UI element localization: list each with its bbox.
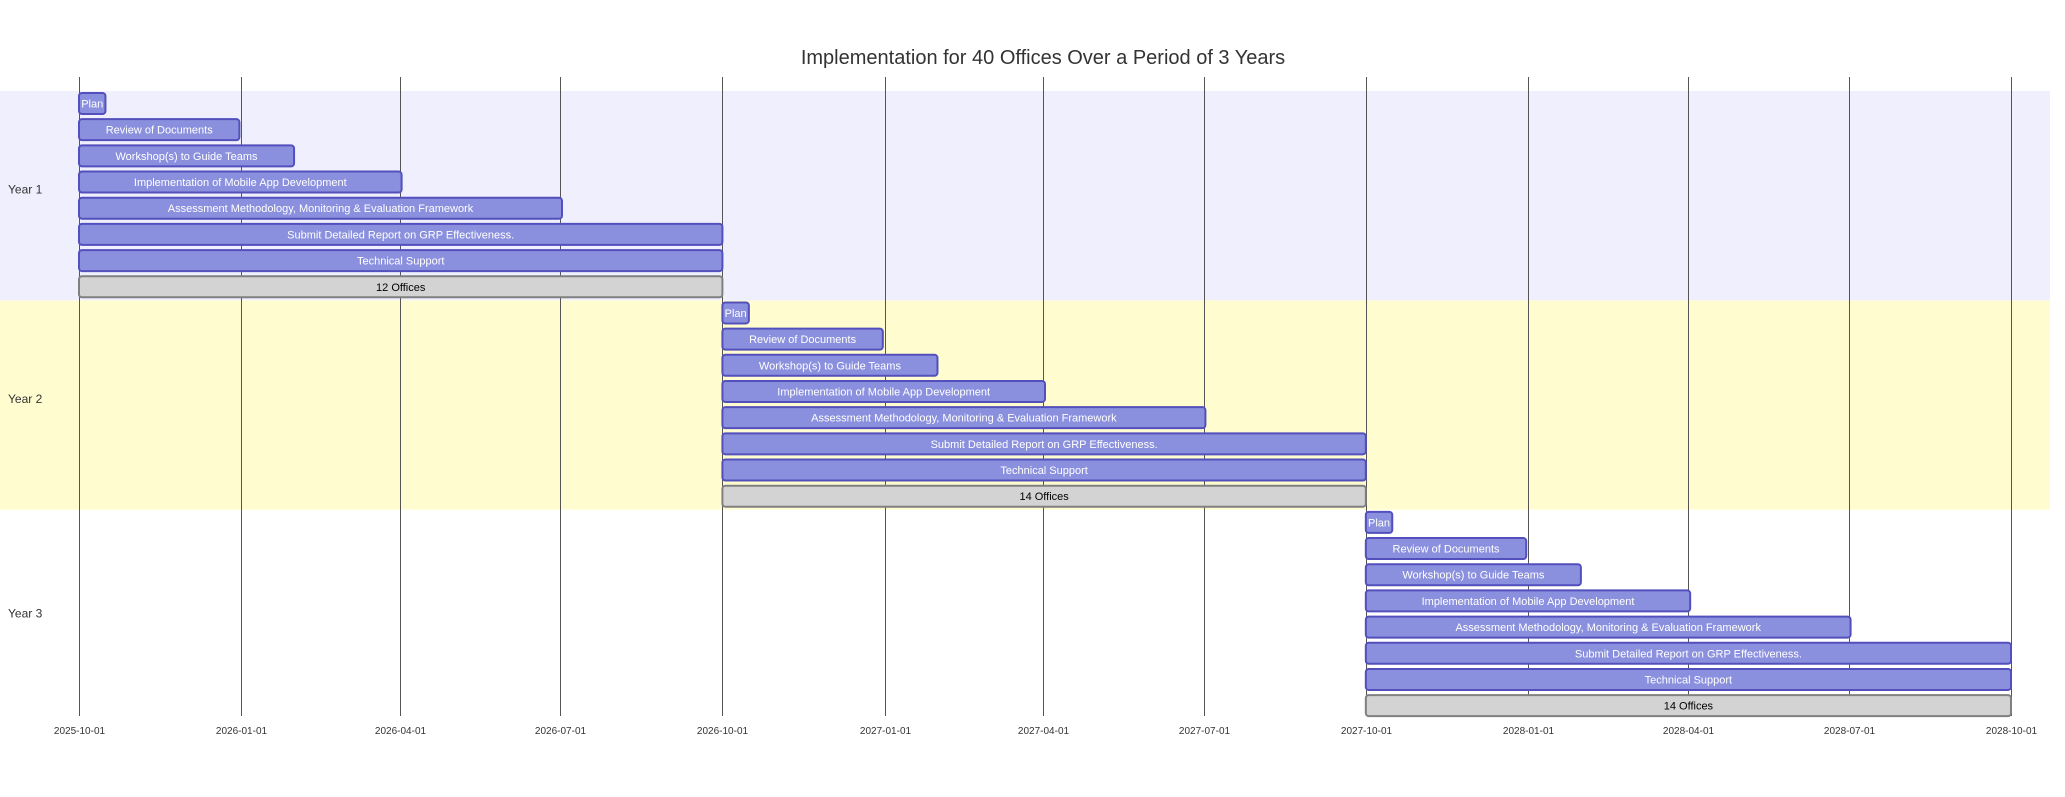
section-labels: Year 1 Year 2 Year 3 <box>8 183 43 621</box>
task-label-3-5: Assessment Methodology, Monitoring & Eva… <box>1455 622 1761 634</box>
task-label-3-8: 14 Offices <box>1664 701 1714 713</box>
task-label-1-8: 12 Offices <box>376 282 426 294</box>
task-label-1-1: Plan <box>81 99 103 111</box>
x-tick-label-9: 2027-10-01 <box>1341 726 1393 737</box>
task-label-2-6: Submit Detailed Report on GRP Effectiven… <box>931 439 1158 451</box>
task-label-2-3: Workshop(s) to Guide Teams <box>759 360 902 372</box>
task-label-3-4: Implementation of Mobile App Development <box>1422 596 1635 608</box>
task-label-2-8: 14 Offices <box>1019 491 1069 503</box>
task-bar-1-3 <box>78 144 296 168</box>
x-tick-label-12: 2028-07-01 <box>1824 726 1876 737</box>
task-bar-2-1 <box>721 301 750 325</box>
chart-title: Implementation for 40 Offices Over a Per… <box>801 47 1285 69</box>
span-bar-3-8 <box>1364 694 2012 718</box>
task-label-1-3: Workshop(s) to Guide Teams <box>116 151 259 163</box>
task-label-3-3: Workshop(s) to Guide Teams <box>1402 570 1545 582</box>
task-label-3-7: Technical Support <box>1645 674 1732 686</box>
task-label-3-6: Submit Detailed Report on GRP Effectiven… <box>1575 648 1802 660</box>
task-bar-3-4 <box>1364 589 1692 613</box>
section-label-3: Year 3 <box>8 607 43 621</box>
task-bar-2-7 <box>721 458 1367 482</box>
task-label-2-4: Implementation of Mobile App Development <box>777 386 990 398</box>
task-label-1-2: Review of Documents <box>106 125 213 137</box>
task-bar-3-5 <box>1364 615 1852 639</box>
x-tick-label-7: 2027-04-01 <box>1018 726 1070 737</box>
task-label-1-7: Technical Support <box>357 256 444 268</box>
task-bar-2-3 <box>721 353 939 377</box>
task-bar-1-1 <box>78 92 107 115</box>
task-label-2-1: Plan <box>725 308 747 320</box>
task-label-1-6: Submit Detailed Report on GRP Effectiven… <box>287 229 514 241</box>
span-bar-2-8 <box>721 484 1367 508</box>
task-label-2-7: Technical Support <box>1000 465 1087 477</box>
task-bar-1-4 <box>78 170 403 194</box>
task-bar-1-6 <box>78 222 724 246</box>
section-label-1: Year 1 <box>8 183 43 197</box>
task-bar-3-1 <box>1364 510 1394 534</box>
task-label-2-2: Review of Documents <box>749 334 856 346</box>
task-bar-2-2 <box>721 327 884 351</box>
x-tick-label-5: 2026-10-01 <box>697 726 749 737</box>
task-label-3-2: Review of Documents <box>1393 544 1500 556</box>
task-bar-2-4 <box>721 379 1046 403</box>
task-bar-2-5 <box>721 406 1207 430</box>
task-label-3-1: Plan <box>1368 517 1390 529</box>
x-axis-ticks: 2025-10-01 2026-01-01 2026-04-01 2026-07-01… <box>54 726 2038 737</box>
task-bar-1-5 <box>78 196 563 220</box>
x-tick-label-8: 2027-07-01 <box>1179 726 1231 737</box>
x-tick-label-1: 2025-10-01 <box>54 726 106 737</box>
task-bar-3-7 <box>1364 667 2012 691</box>
task-bar-3-6 <box>1364 641 2012 665</box>
x-tick-label-3: 2026-04-01 <box>375 726 427 737</box>
task-bars: Plan Review of Documents Workshop(s) to Gu… <box>78 92 2012 718</box>
section-label-2: Year 2 <box>8 392 43 406</box>
span-bar-1-8 <box>78 275 724 299</box>
x-tick-label-4: 2026-07-01 <box>535 726 587 737</box>
task-bar-3-3 <box>1364 563 1582 587</box>
x-tick-label-6: 2027-01-01 <box>860 726 912 737</box>
task-label-2-5: Assessment Methodology, Monitoring & Eva… <box>811 413 1117 425</box>
x-tick-label-11: 2028-04-01 <box>1663 726 1715 737</box>
x-tick-label-13: 2028-10-01 <box>1986 726 2038 737</box>
x-tick-label-2: 2026-01-01 <box>216 726 268 737</box>
task-label-1-5: Assessment Methodology, Monitoring & Eva… <box>168 203 474 215</box>
task-bar-2-6 <box>721 432 1367 456</box>
task-bar-1-7 <box>78 249 724 273</box>
x-tick-label-10: 2028-01-01 <box>1503 726 1555 737</box>
task-label-1-4: Implementation of Mobile App Development <box>134 177 347 189</box>
task-bar-1-2 <box>78 118 241 142</box>
task-bar-3-2 <box>1364 537 1528 561</box>
